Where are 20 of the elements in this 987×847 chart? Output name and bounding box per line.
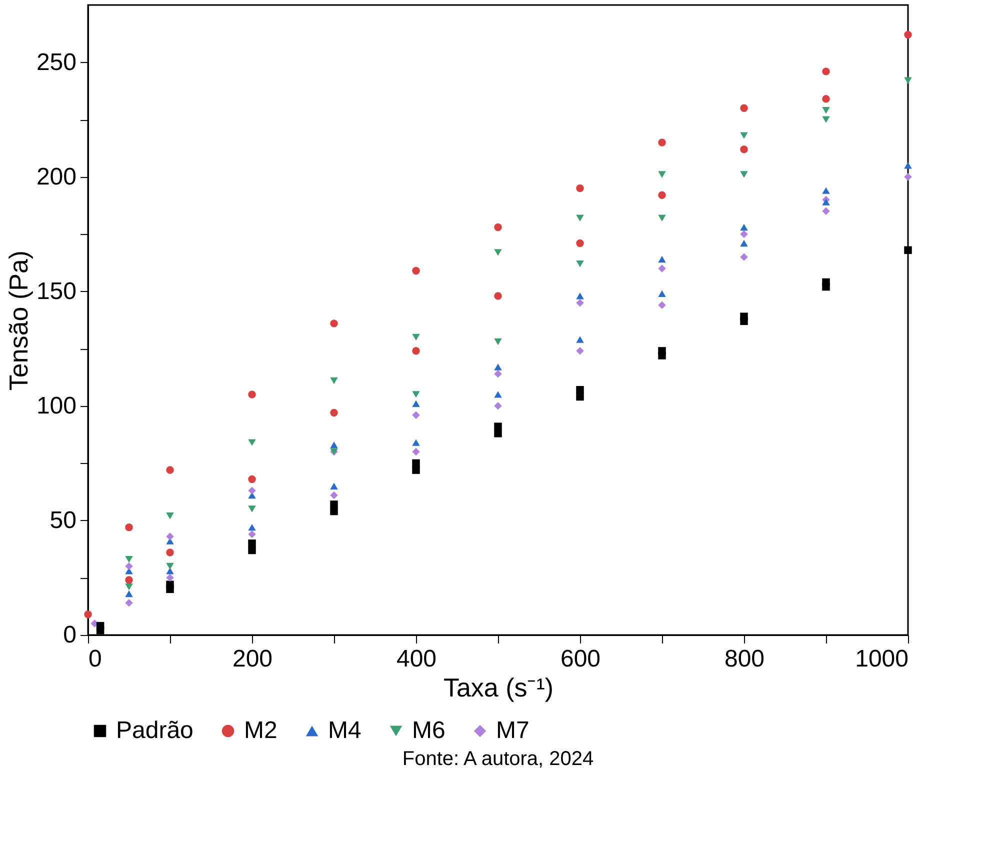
- y-tick-label: 200: [36, 163, 76, 190]
- x-tick-label: 200: [232, 646, 273, 672]
- x-tick-label: 600: [560, 646, 601, 672]
- source-note: Fonte: A autora, 2024: [402, 748, 594, 770]
- legend-label: M4: [328, 717, 362, 744]
- legend-label: M7: [496, 717, 530, 744]
- legend-label: M6: [412, 717, 446, 744]
- x-tick-label: 800: [724, 646, 765, 672]
- legend-label: Padrão: [116, 717, 194, 744]
- y-tick-label: 100: [36, 392, 76, 420]
- y-tick-label: 250: [36, 48, 76, 76]
- y-tick-label: 150: [36, 278, 76, 305]
- x-tick-label: 400: [396, 646, 437, 672]
- y-tick-label: 0: [63, 622, 76, 648]
- y-tick-label: 50: [50, 506, 76, 534]
- x-tick-label: 1000: [855, 646, 908, 672]
- y-axis-title: Tensão (Pa): [3, 250, 34, 391]
- x-axis-title: Taxa (s⁻¹): [443, 672, 554, 702]
- x-tick-label: 0: [88, 646, 102, 672]
- legend-label: M2: [244, 717, 278, 744]
